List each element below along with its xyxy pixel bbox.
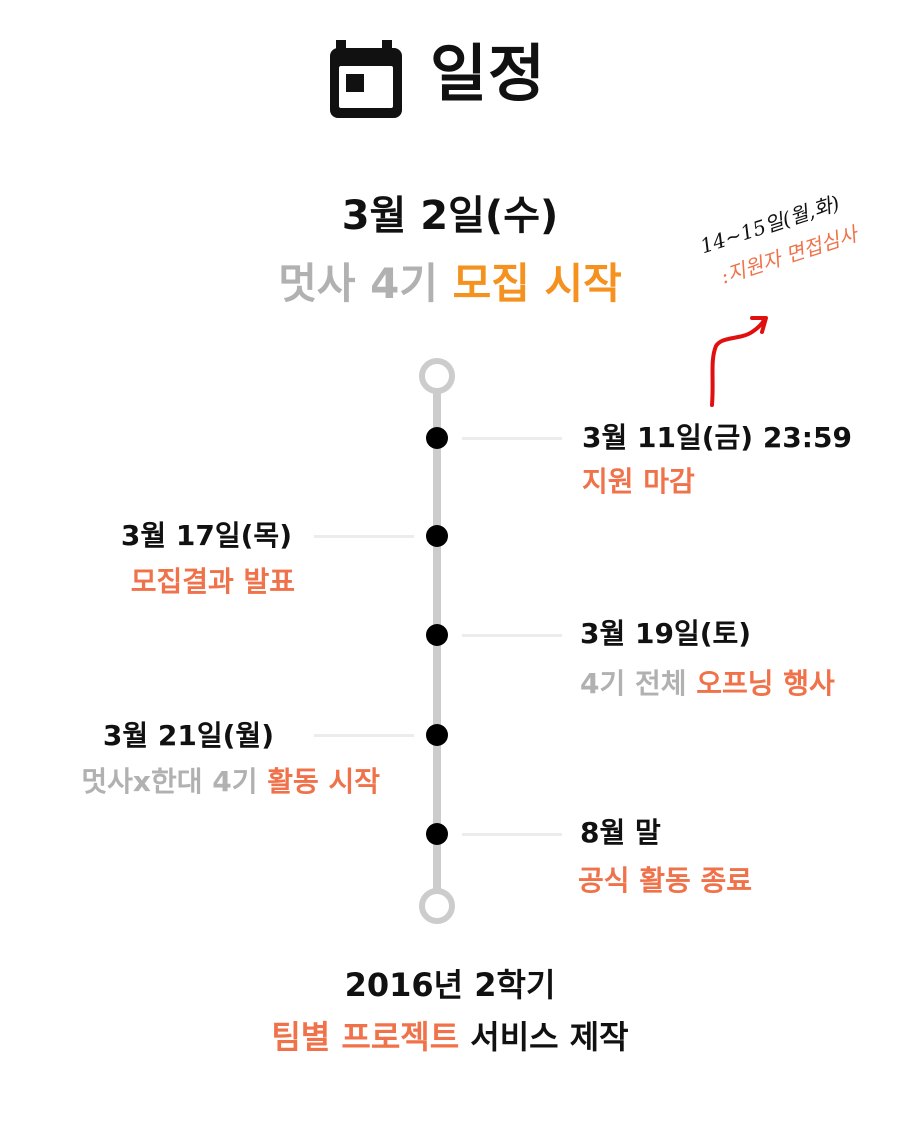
- event-date: 3월 19일(토): [580, 617, 752, 650]
- timeline-dot: [426, 525, 448, 547]
- page-title: 일정: [430, 37, 547, 110]
- timeline-dot: [426, 724, 448, 746]
- timeline-dot: [426, 427, 448, 449]
- header: 일정: [0, 30, 900, 120]
- event-date: 3월 17일(목): [120, 519, 292, 552]
- timeline-dot: [426, 823, 448, 845]
- connector-line: [314, 535, 414, 538]
- event-desc: 4기 전체 오프닝 행사: [580, 667, 835, 701]
- event-desc-highlight: 오프닝 행사: [696, 667, 835, 700]
- event-desc-highlight: 모집결과 발표: [130, 565, 295, 598]
- connector-line: [462, 634, 562, 637]
- recruit-start-date: 3월 2일(수): [341, 193, 559, 239]
- recruit-start-prefix: 멋사 4기: [278, 259, 438, 308]
- final-line: 팀별 프로젝트 서비스 제작: [0, 1017, 900, 1057]
- event-desc-prefix: 멋사x한대 4기: [81, 765, 258, 798]
- final-suffix: 서비스 제작: [470, 1018, 629, 1056]
- event-date: 3월 11일(금) 23:59: [582, 421, 852, 454]
- recruit-start-highlight: 모집 시작: [452, 259, 622, 308]
- connector-line: [462, 833, 562, 836]
- recruit-start-line: 멋사 4기 모집 시작: [0, 258, 900, 310]
- timeline-end-ring: [419, 888, 455, 924]
- connector-line: [314, 734, 414, 737]
- event-desc-highlight: 활동 시작: [267, 765, 380, 798]
- event-desc-highlight: 공식 활동 종료: [578, 864, 753, 897]
- event-desc-prefix: 4기 전체: [580, 667, 687, 700]
- calendar-icon: [330, 40, 402, 118]
- timeline-dot: [426, 624, 448, 646]
- final-highlight: 팀별 프로젝트: [271, 1018, 460, 1056]
- event-desc: 모집결과 발표: [131, 565, 295, 599]
- event-date: 3월 21일(월): [102, 719, 274, 752]
- event-desc: 공식 활동 종료: [578, 864, 752, 898]
- event-date: 8월 말: [580, 816, 661, 849]
- arrow-icon: [710, 316, 768, 407]
- event-desc: 멋사x한대 4기 활동 시작: [81, 765, 380, 799]
- event-desc-highlight: 지원 마감: [582, 465, 695, 498]
- final-date: 2016년 2학기: [344, 966, 556, 1004]
- connector-line: [462, 437, 562, 440]
- timeline-start-ring: [419, 358, 455, 394]
- event-desc: 지원 마감: [582, 465, 695, 499]
